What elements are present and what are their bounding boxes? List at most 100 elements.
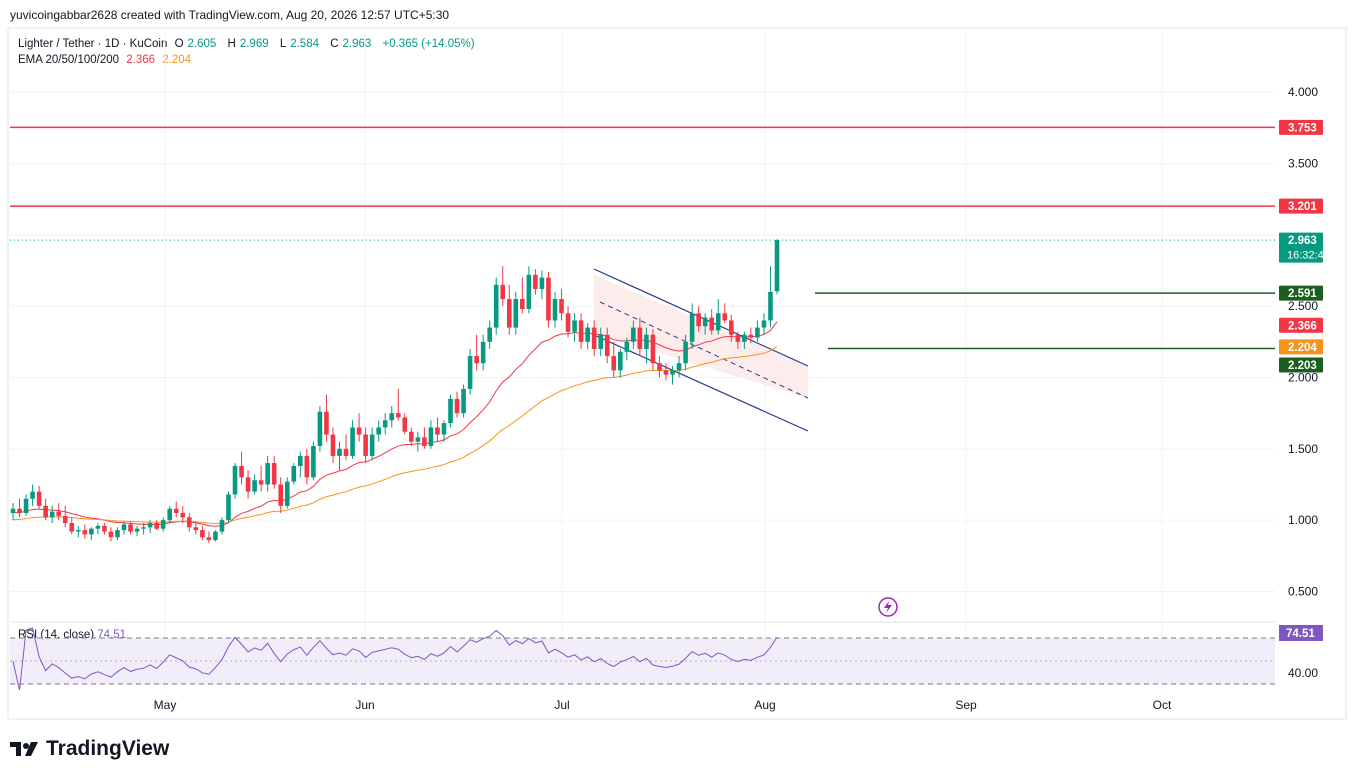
ema50-value: 2.204: [162, 54, 191, 66]
price-labels: 3.753 3.201 2.963 16:32:44 2.591 2.366 2.204 2.…: [878, 119, 1330, 617]
candle-42: [284, 477, 290, 509]
candle-body: [36, 491, 42, 506]
candle-48: [324, 394, 329, 442]
price-label-text: 2.366: [1288, 320, 1317, 332]
rsi-label-text: 74.51: [1286, 628, 1315, 640]
candle-22: [154, 520, 159, 531]
candle-77: [513, 291, 519, 335]
candle-71: [474, 334, 479, 371]
candle-body: [258, 480, 264, 485]
candle-92: [611, 341, 617, 378]
candle-body: [330, 434, 336, 456]
candle-95: [631, 320, 636, 349]
candle-104: [689, 303, 695, 349]
price-axis: 0.500 1.000 1.500 2.000 2.500 3.500 4.000: [1288, 85, 1318, 598]
candle-body: [428, 427, 434, 446]
candle-74: [493, 277, 499, 335]
price-label-last-2: 2.963 16:32:44: [1279, 232, 1330, 263]
tradingview-logo-icon: [10, 742, 38, 756]
candle-body: [729, 320, 734, 335]
candle-body: [487, 327, 492, 342]
candle-94: [624, 337, 630, 361]
price-label-ema20-4: 2.366: [1279, 317, 1323, 333]
candle-body: [160, 520, 166, 529]
candle-body: [637, 327, 643, 349]
candle-88: [585, 323, 590, 349]
ema20-value: 2.366: [126, 54, 156, 66]
candle-2: [23, 494, 29, 516]
candle-84: [559, 289, 564, 321]
candle-body: [95, 525, 101, 529]
candle-100: [663, 363, 669, 381]
candle-97: [644, 327, 649, 364]
candle-55: [369, 427, 375, 461]
rsi-label-bg: [1279, 625, 1323, 641]
candle-body: [167, 508, 173, 521]
change-value: +0.365 (+14.05%): [382, 38, 475, 50]
candle-75: [500, 266, 506, 307]
flash-icon-bolt: [884, 601, 892, 613]
candle-body: [604, 334, 610, 357]
candle-body: [715, 313, 721, 331]
candle-body: [467, 356, 473, 389]
candle-body: [108, 531, 114, 538]
candle-117: [774, 239, 780, 295]
candle-26: [180, 505, 186, 523]
ema-row: EMA 20/50/100/200 2.366 2.204: [18, 52, 479, 68]
candle-12: [89, 527, 94, 541]
candle-23: [160, 517, 166, 532]
candle-body: [30, 491, 35, 499]
candle-40: [271, 455, 277, 489]
candle-50: [337, 441, 342, 471]
symbol-label[interactable]: Lighter / Tether · 1D · KuCoin: [18, 38, 168, 50]
candle-body: [709, 317, 715, 331]
candle-0: [10, 503, 16, 521]
candle-112: [742, 331, 747, 349]
candle-25: [173, 501, 179, 518]
candle-68: [454, 391, 460, 418]
candle-body: [657, 363, 662, 371]
candle-body: [187, 517, 192, 528]
candle-61: [409, 427, 414, 446]
time-tick-jun: Jun: [355, 698, 374, 712]
candle-body: [337, 448, 342, 456]
candle-4: [36, 485, 42, 509]
candle-31: [213, 530, 218, 542]
candle-body: [774, 240, 780, 292]
candle-body: [219, 520, 225, 532]
candle-51: [343, 434, 349, 461]
candle-body: [128, 524, 133, 532]
candle-41: [278, 477, 284, 514]
candle-body: [343, 448, 349, 456]
candle-body: [226, 494, 231, 521]
candle-body: [356, 427, 362, 435]
candle-body: [102, 525, 107, 532]
candle-body: [56, 511, 62, 516]
candle-body: [271, 463, 277, 485]
candle-86: [572, 313, 577, 342]
candle-69: [461, 384, 466, 418]
candle-body: [689, 313, 695, 342]
candle-body: [265, 463, 270, 485]
price-label-text: 2.203: [1288, 360, 1317, 372]
candle-body: [134, 528, 140, 532]
candle-57: [382, 413, 388, 435]
price-label-text: 3.753: [1288, 122, 1317, 134]
candle-5: [43, 498, 48, 521]
candle-80: [533, 269, 538, 295]
candle-body: [663, 370, 669, 375]
candle-108: [715, 299, 721, 335]
candle-19: [134, 525, 140, 536]
tradingview-logo[interactable]: TradingView: [10, 737, 169, 761]
candle-101: [670, 366, 675, 385]
candle-32: [219, 517, 225, 535]
high-value: H 2.969: [227, 38, 269, 50]
candle-body: [546, 277, 551, 321]
candle-body: [180, 513, 186, 518]
ema50-line: [12, 346, 778, 524]
ema-label[interactable]: EMA 20/50/100/200: [18, 54, 120, 66]
time-tick-jul: Jul: [554, 698, 569, 712]
candle-43: [291, 463, 297, 485]
